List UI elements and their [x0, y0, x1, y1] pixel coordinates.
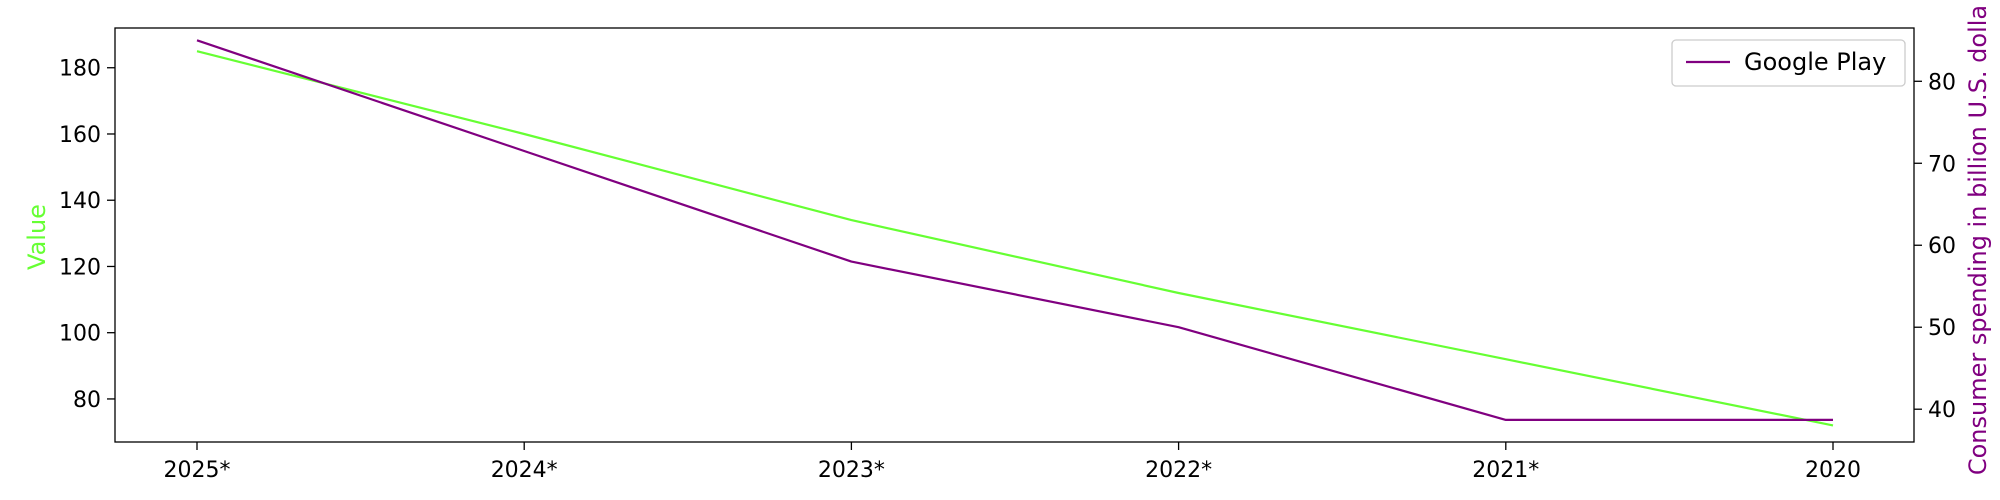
left-y-tick-label: 80 [73, 388, 101, 413]
legend: Google Play [1671, 39, 1906, 87]
series-layer [196, 39, 1834, 427]
x-tick-label: 2022* [1145, 458, 1212, 483]
left-y-tick-label: 140 [59, 189, 101, 214]
right-y-tick-label: 70 [1928, 152, 1956, 177]
legend-box [1671, 39, 1906, 87]
left-y-tick-label: 180 [59, 57, 101, 82]
series-line-google-play [196, 39, 1833, 421]
right-y-axis: 40 50 60 70 80 [1914, 70, 1956, 423]
legend-label-google-play: Google Play [1744, 48, 1886, 76]
right-axis-title: Consumer spending in billion U.S. dolla [1964, 5, 1992, 475]
left-y-tick-label: 100 [59, 322, 101, 347]
right-y-tick-label: 50 [1928, 316, 1956, 341]
x-tick-label: 2025* [164, 458, 231, 483]
left-y-tick-label: 160 [59, 123, 101, 148]
x-tick-label: 2024* [491, 458, 558, 483]
left-axis-title: Value [23, 204, 51, 270]
x-tick-label: 2023* [818, 458, 885, 483]
plot-area-border [114, 27, 1915, 443]
right-y-tick-label: 40 [1928, 398, 1956, 423]
x-axis: 2025* 2024* 2023* 2022* 2021* 2020 [164, 442, 1861, 483]
plot-frame [114, 27, 1915, 443]
right-y-tick-label: 80 [1928, 70, 1956, 95]
left-y-axis: 80 100 120 140 160 180 [59, 57, 115, 413]
x-tick-label: 2020 [1805, 458, 1861, 483]
right-y-tick-label: 60 [1928, 234, 1956, 259]
series-line-value [196, 50, 1834, 427]
x-tick-label: 2021* [1472, 458, 1539, 483]
left-y-tick-label: 120 [59, 255, 101, 280]
